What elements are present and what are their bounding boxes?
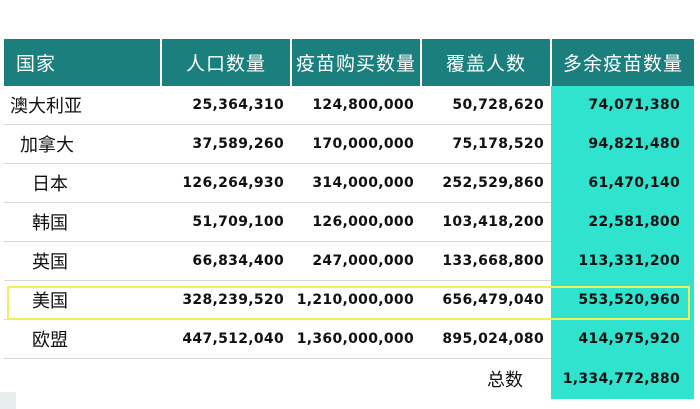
table-row: 欧盟 447,512,040 1,360,000,000 895,024,080…	[4, 319, 694, 359]
covered-cell: 75,178,520	[421, 124, 551, 164]
surplus-cell: 113,331,200	[551, 241, 694, 281]
header-population: 人口数量	[161, 39, 292, 86]
vaccine-surplus-table: 国家 人口数量 疫苗购买数量 覆盖人数 多余疫苗数量 澳大利亚 25,364,3…	[4, 39, 694, 399]
table-row: 澳大利亚 25,364,310 124,800,000 50,728,620 7…	[4, 86, 694, 125]
total-label: 总数	[487, 370, 523, 391]
table-row: 英国 66,834,400 247,000,000 133,668,800 11…	[4, 241, 694, 281]
table-header: 国家 人口数量 疫苗购买数量 覆盖人数 多余疫苗数量	[4, 39, 694, 86]
purchased-cell: 1,210,000,000	[291, 280, 421, 320]
population-cell: 447,512,040	[161, 319, 291, 359]
surplus-cell: 61,470,140	[551, 163, 694, 203]
purchased-cell: 170,000,000	[291, 124, 421, 164]
empty-cell	[161, 359, 291, 400]
header-surplus: 多余疫苗数量	[551, 39, 694, 86]
covered-cell: 252,529,860	[421, 163, 551, 203]
country-cell: 韩国	[4, 202, 161, 242]
country-cell: 加拿大	[4, 124, 161, 164]
population-cell: 66,834,400	[161, 241, 291, 281]
empty-cell	[291, 359, 421, 400]
country-cell: 欧盟	[4, 319, 161, 359]
country-cell: 日本	[4, 163, 161, 203]
header-country: 国家	[4, 39, 162, 86]
population-cell: 328,239,520	[161, 280, 291, 320]
population-cell: 126,264,930	[161, 163, 291, 203]
purchased-cell: 126,000,000	[291, 202, 421, 242]
table-row-highlighted: 美国 328,239,520 1,210,000,000 656,479,040…	[4, 280, 694, 320]
total-row: 总数 1,334,772,880	[4, 358, 694, 400]
covered-cell: 895,024,080	[421, 319, 551, 359]
table-body: 澳大利亚 25,364,310 124,800,000 50,728,620 7…	[4, 86, 694, 399]
total-surplus-cell: 1,334,772,880	[551, 358, 694, 399]
surplus-cell: 553,520,960	[551, 280, 694, 320]
purchased-cell: 314,000,000	[291, 163, 421, 203]
corner-decoration	[0, 392, 16, 409]
purchased-cell: 1,360,000,000	[291, 319, 421, 359]
population-cell: 37,589,260	[161, 124, 291, 164]
covered-cell: 50,728,620	[421, 86, 551, 125]
purchased-cell: 247,000,000	[291, 241, 421, 281]
population-cell: 25,364,310	[161, 86, 291, 125]
header-covered: 覆盖人数	[421, 39, 552, 86]
empty-cell	[4, 359, 161, 400]
table-row: 韩国 51,709,100 126,000,000 103,418,200 22…	[4, 202, 694, 242]
population-cell: 51,709,100	[161, 202, 291, 242]
header-purchased: 疫苗购买数量	[291, 39, 422, 86]
surplus-cell: 414,975,920	[551, 319, 694, 359]
surplus-cell: 94,821,480	[551, 124, 694, 164]
covered-cell: 133,668,800	[421, 241, 551, 281]
covered-cell: 656,479,040	[421, 280, 551, 320]
surplus-cell: 22,581,800	[551, 202, 694, 242]
country-cell: 英国	[4, 241, 161, 281]
surplus-cell: 74,071,380	[551, 86, 694, 125]
table-row: 加拿大 37,589,260 170,000,000 75,178,520 94…	[4, 124, 694, 164]
country-cell: 澳大利亚	[4, 86, 161, 125]
covered-cell: 103,418,200	[421, 202, 551, 242]
purchased-cell: 124,800,000	[291, 86, 421, 125]
table-row: 日本 126,264,930 314,000,000 252,529,860 6…	[4, 163, 694, 203]
country-cell: 美国	[4, 280, 161, 320]
